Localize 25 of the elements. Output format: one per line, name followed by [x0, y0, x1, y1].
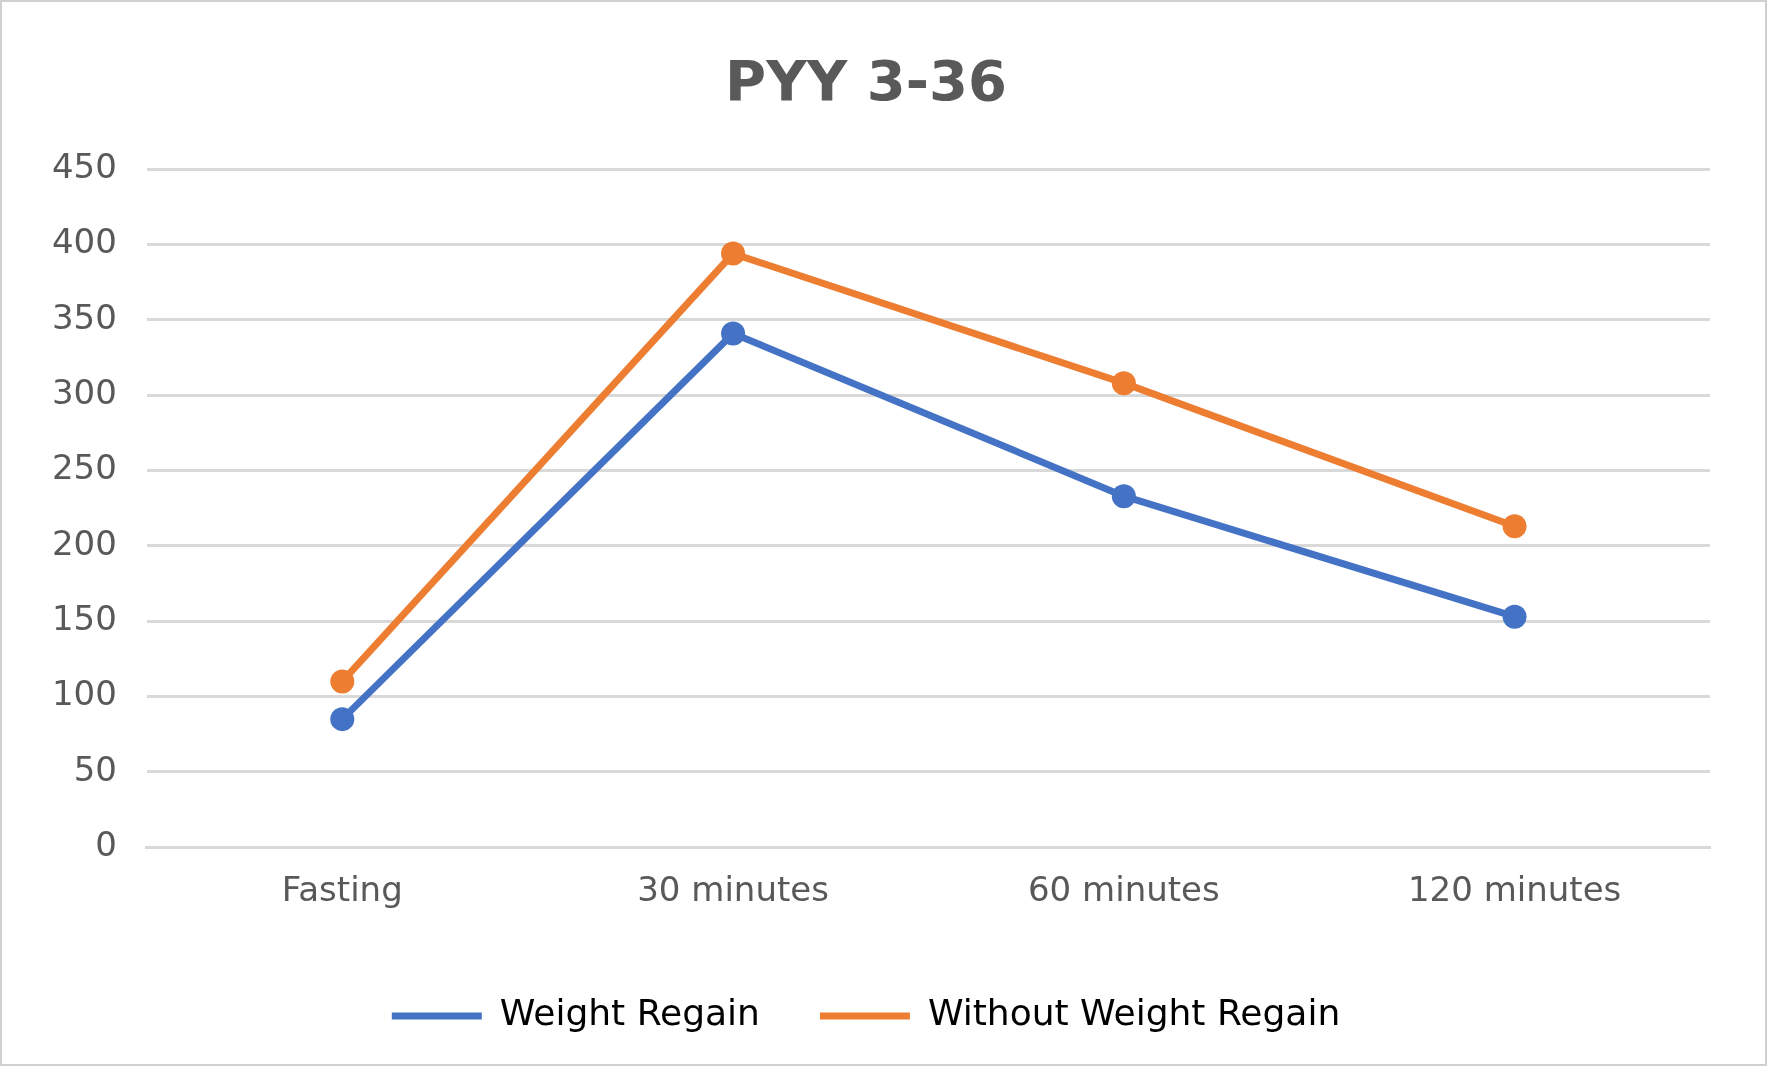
x-tick-label: 30 minutes [637, 869, 829, 910]
point [721, 321, 746, 346]
y-tick-label: 450 [51, 146, 117, 187]
point [330, 669, 355, 694]
point [1111, 484, 1136, 509]
point [1111, 371, 1136, 396]
point [330, 707, 355, 732]
x-tick-label: Fasting [281, 869, 403, 910]
y-tick-label: 200 [51, 522, 117, 563]
y-tick-label: 300 [51, 372, 117, 413]
y-tick-label: 50 [73, 748, 117, 789]
y-tick-label: 150 [51, 598, 117, 639]
x-tick-label: 120 minutes [1407, 869, 1622, 910]
legend-label: Weight Regain [499, 992, 760, 1034]
point [1502, 604, 1527, 629]
legend-label: Without Weight Regain [927, 992, 1341, 1034]
point [1502, 514, 1527, 539]
y-tick-label: 400 [51, 221, 117, 262]
point [721, 241, 746, 266]
y-tick-label: 250 [51, 447, 117, 488]
y-tick-label: 0 [95, 824, 117, 865]
x-tick-label: 60 minutes [1027, 869, 1220, 910]
chart-title: PYY 3-36 [725, 48, 1007, 114]
y-tick-label: 350 [51, 296, 117, 337]
y-tick-label: 100 [51, 673, 117, 714]
